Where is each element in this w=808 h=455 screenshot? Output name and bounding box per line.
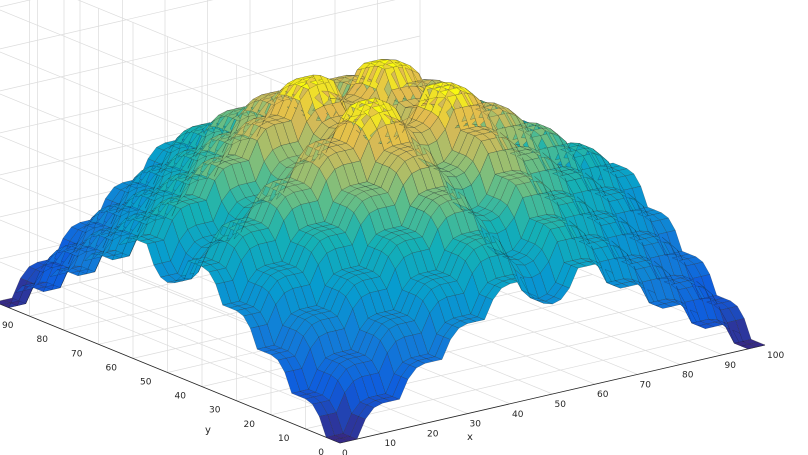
y-tick-label: 0 — [318, 448, 324, 455]
grid-line — [305, 330, 731, 430]
x-tick-label: 80 — [682, 371, 694, 381]
grid-line — [0, 303, 341, 444]
x-tick-label: 50 — [555, 400, 567, 410]
surface-patch — [749, 342, 766, 348]
x-tick-label: 100 — [767, 351, 784, 361]
y-tick-label: 80 — [37, 335, 49, 345]
x-tick-label: 60 — [597, 390, 609, 400]
y-tick-label: 50 — [140, 378, 152, 388]
surface — [0, 58, 766, 444]
grid-line — [0, 35, 421, 134]
x-tick-label: 70 — [640, 380, 652, 390]
x-tick-label: 40 — [512, 410, 524, 420]
y-tick-label: 60 — [106, 363, 118, 373]
grid-line — [77, 0, 341, 108]
y-axis-label: y — [205, 425, 211, 436]
x-tick-label: 30 — [470, 420, 482, 430]
y-tick-label: 90 — [2, 321, 14, 331]
grid-line — [0, 0, 32, 8]
grid-line — [339, 344, 766, 444]
axis-ticks: 0 10 20 30 40 50 60 70 80 90 100 0 10 20 30 40 50 60 70 80 9… — [2, 321, 784, 455]
y-tick-label: 20 — [244, 420, 256, 430]
y-tick-label: 70 — [71, 349, 83, 359]
grid-line — [0, 0, 214, 50]
x-tick-label: 20 — [427, 429, 439, 439]
x-tick-label: 0 — [342, 449, 348, 455]
y-tick-label: 10 — [278, 434, 290, 444]
grid-line — [0, 0, 396, 92]
x-tick-label: 10 — [385, 439, 397, 449]
y-tick-label: 30 — [209, 406, 221, 416]
x-axis-label: x — [467, 432, 473, 443]
x-tick-label: 90 — [725, 361, 737, 371]
y-tick-label: 40 — [175, 392, 187, 402]
